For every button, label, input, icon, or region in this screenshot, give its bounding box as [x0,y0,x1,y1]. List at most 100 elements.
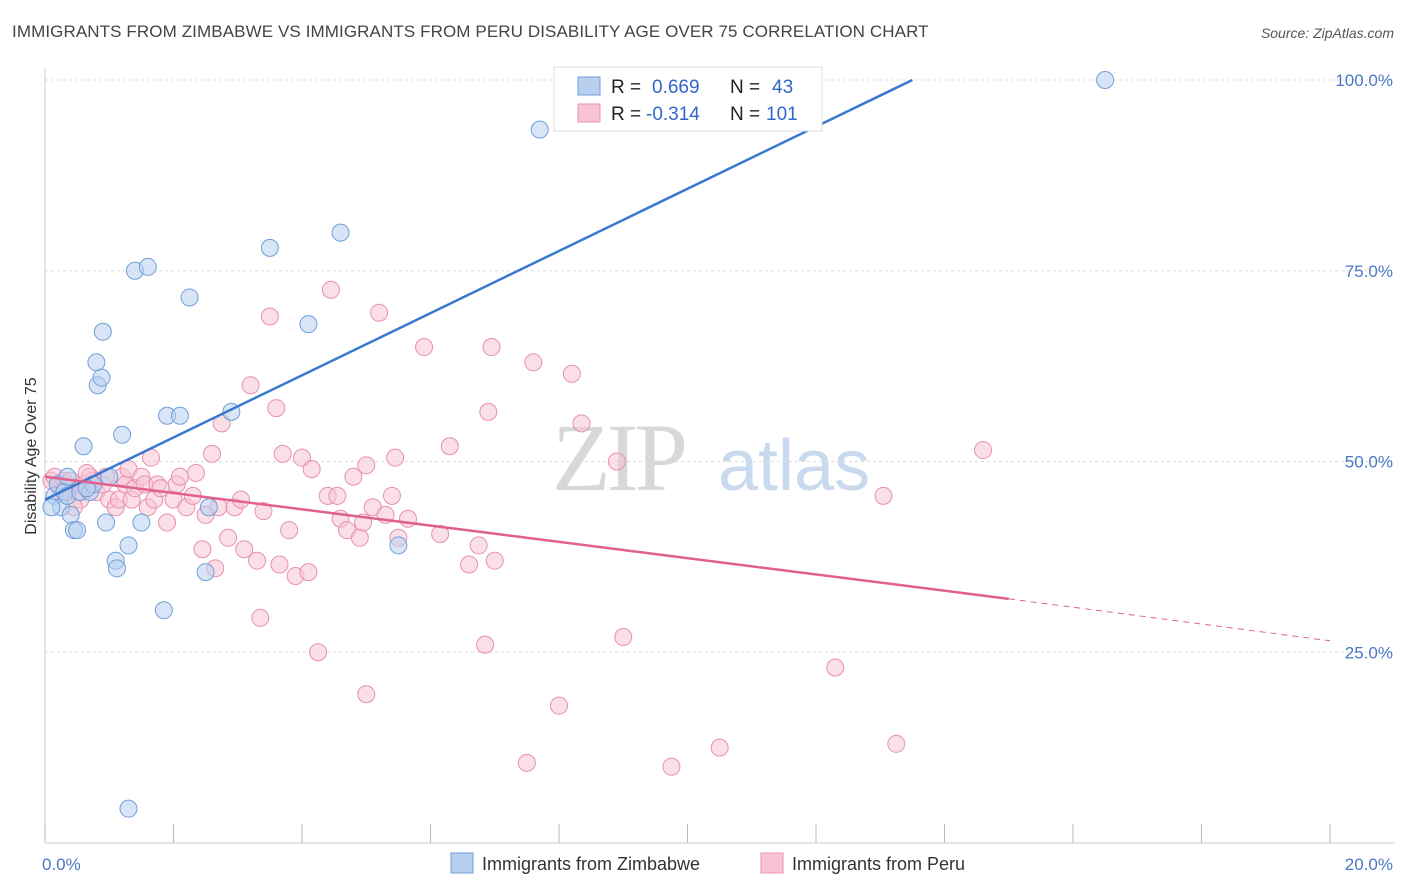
peru-point [662,757,681,776]
peru-point [370,303,389,322]
peru-point [562,364,581,383]
zimbabwe-point [530,120,549,139]
zimbabwe-point [93,322,112,341]
zimbabwe-point [260,238,279,257]
peru-point [235,540,254,559]
chart-title: IMMIGRANTS FROM ZIMBABWE VS IMMIGRANTS F… [12,22,929,41]
peru-trend-line-extrapolated [1008,598,1331,642]
legend-peru-label: Immigrants from Peru [792,854,965,874]
peru-points [42,280,993,776]
peru-point [241,376,260,395]
zimbabwe-point [58,467,77,486]
zimbabwe-point [119,536,138,555]
axes [44,68,1395,844]
peru-point [248,551,267,570]
peru-point [309,643,328,662]
tick-labels: 25.0% 50.0% 75.0% 100.0% 0.0% 20.0% [42,71,1393,874]
peru-point [469,536,488,555]
zimbabwe-r-value: 0.669 [652,77,700,98]
peru-point [170,467,189,486]
y-tick-label-50: 50.0% [1345,453,1393,472]
peru-point [357,456,376,475]
peru-point [874,486,893,505]
peru-swatch [577,103,601,123]
zimbabwe-point [170,406,189,425]
zimbabwe-point [113,425,132,444]
peru-r-value: -0.314 [646,104,700,125]
zimbabwe-point [199,498,218,517]
source-label: Source: ZipAtlas.com [1260,25,1394,41]
legend-peru-swatch [760,852,784,874]
peru-point [193,540,212,559]
zimbabwe-n-value: 43 [772,77,793,98]
peru-point [887,734,906,753]
peru-point [614,627,633,646]
peru-point [299,563,318,582]
zimbabwe-point [1096,71,1115,89]
y-tick-label-100: 100.0% [1335,71,1393,90]
zimbabwe-trend-line [44,78,913,501]
peru-point [270,555,289,574]
zimbabwe-point [299,315,318,334]
peru-point [386,448,405,467]
zimbabwe-point [389,536,408,555]
zimbabwe-point [97,513,116,532]
x-tick-label-min: 0.0% [42,855,81,874]
bottom-legend: Immigrants from Zimbabwe Immigrants from… [450,852,965,874]
peru-point [550,696,568,715]
peru-point [382,486,401,505]
peru-point [273,444,292,463]
peru-point [479,402,498,421]
peru-point [710,738,729,757]
trend-lines [44,78,1331,642]
y-axis-title: Disability Age Over 75 [23,377,40,535]
peru-point [524,353,543,372]
peru-point [482,338,501,357]
zimbabwe-point [132,513,151,532]
zimbabwe-r-label: R = [611,77,641,98]
peru-n-label: N = [730,104,760,125]
peru-point [826,658,845,677]
zimbabwe-point [107,559,126,578]
peru-point [431,524,450,543]
peru-point [476,635,495,654]
stats-legend-box: R = 0.669 N = 43 R = -0.314 N = 101 [553,66,823,132]
peru-point [302,460,321,479]
zimbabwe-point [331,223,350,242]
peru-point [572,414,591,433]
zimbabwe-point [87,353,106,372]
peru-point [219,528,238,547]
peru-point [344,467,363,486]
zimbabwe-point [154,601,173,620]
peru-trend-line [44,475,1009,601]
zimbabwe-points [42,71,1115,818]
zimbabwe-point [196,563,215,582]
peru-point [328,486,347,505]
zimbabwe-point [92,368,111,387]
peru-point [350,528,369,547]
peru-point [485,551,504,570]
grid-lines [45,79,1395,653]
zimbabwe-point [180,288,199,307]
legend-zimbabwe-swatch [450,852,474,874]
peru-point [460,555,479,574]
peru-point [517,753,536,772]
watermark: ZIP atlas [552,404,870,511]
peru-point [267,399,286,418]
zimbabwe-point [61,505,80,524]
peru-point [251,608,270,627]
zimbabwe-point [74,437,93,456]
peru-point [321,280,340,299]
legend-zimbabwe-label: Immigrants from Zimbabwe [482,854,700,874]
zimbabwe-n-label: N = [730,77,760,98]
peru-r-label: R = [611,104,641,125]
peru-point [186,463,205,482]
zimbabwe-point [68,521,87,540]
peru-point [260,307,279,326]
peru-point [440,437,459,456]
peru-n-value: 101 [766,104,798,125]
peru-point [203,444,222,463]
peru-point [974,441,993,460]
peru-point [607,452,626,471]
